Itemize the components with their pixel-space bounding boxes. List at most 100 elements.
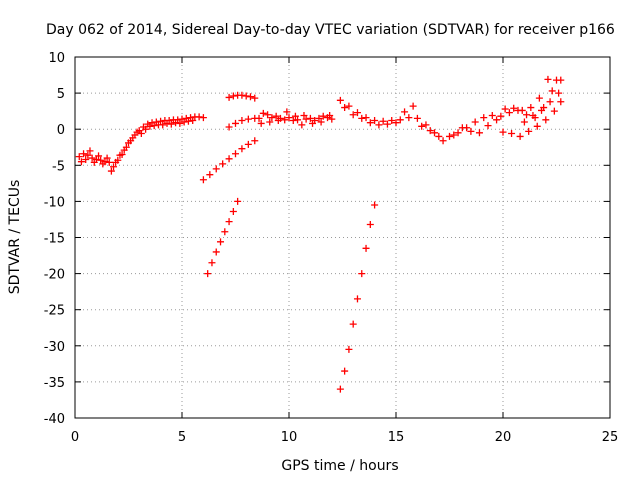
x-tick-label: 15	[388, 430, 405, 445]
data-point	[542, 116, 550, 124]
data-point	[291, 112, 299, 120]
data-point	[208, 259, 216, 267]
data-point	[229, 92, 237, 100]
y-tick-label: -25	[44, 304, 65, 319]
data-point	[251, 137, 259, 145]
data-point	[458, 124, 466, 132]
data-point	[422, 121, 430, 129]
data-point	[405, 114, 413, 122]
data-point	[326, 111, 334, 119]
data-point	[480, 114, 488, 122]
data-point	[345, 102, 353, 110]
data-point	[317, 118, 325, 126]
data-point	[272, 112, 280, 120]
data-point	[358, 114, 366, 122]
data-point	[525, 127, 533, 135]
chart-title: Day 062 of 2014, Sidereal Day-to-day VTE…	[46, 22, 615, 38]
data-point	[204, 270, 212, 278]
data-point	[431, 129, 439, 137]
x-axis-title: GPS time / hours	[281, 458, 398, 474]
data-point	[238, 91, 246, 99]
series-arc-6-spread	[257, 108, 334, 127]
data-point	[163, 119, 171, 127]
data-point	[454, 129, 462, 137]
data-point	[510, 104, 518, 112]
data-point	[379, 117, 387, 125]
y-tick-label: -5	[52, 159, 65, 174]
series-arc-10	[450, 75, 560, 139]
data-point	[110, 163, 118, 171]
series-arc-2	[199, 137, 259, 184]
data-point	[172, 119, 180, 127]
data-point	[225, 93, 233, 101]
x-tick-label: 5	[178, 430, 186, 445]
data-point	[435, 132, 443, 140]
data-point	[349, 111, 357, 119]
data-point	[232, 119, 239, 127]
y-tick-label: -10	[44, 195, 65, 210]
y-tick-label: -30	[44, 340, 65, 355]
data-point	[206, 171, 214, 179]
data-point	[523, 111, 531, 119]
data-point	[362, 244, 370, 252]
data-point	[358, 270, 366, 278]
data-point	[199, 176, 207, 184]
data-point	[336, 385, 344, 393]
data-point	[557, 98, 565, 106]
data-point	[353, 295, 361, 303]
data-point	[199, 114, 207, 122]
data-point	[225, 123, 233, 131]
data-point	[341, 367, 349, 375]
data-point	[383, 120, 391, 128]
data-point	[107, 167, 115, 175]
data-point	[553, 76, 560, 84]
series-arc-8	[336, 96, 447, 145]
data-point	[150, 122, 158, 130]
data-point	[264, 111, 272, 119]
data-point	[86, 147, 94, 155]
data-point	[82, 156, 90, 164]
data-point	[212, 248, 220, 256]
axis-ticks	[74, 56, 611, 419]
y-tick-label: -15	[44, 232, 65, 247]
data-point	[353, 109, 361, 117]
data-point	[371, 117, 379, 125]
data-point	[366, 221, 374, 229]
data-point	[294, 116, 302, 124]
data-point	[345, 345, 353, 353]
data-point	[493, 116, 501, 124]
data-point	[450, 131, 458, 139]
data-point	[259, 109, 267, 117]
series-arc-6	[255, 109, 336, 129]
data-point	[375, 121, 383, 129]
data-point	[467, 127, 475, 135]
data-point	[266, 118, 274, 126]
data-point	[396, 116, 404, 124]
data-point	[426, 127, 434, 135]
data-point	[371, 201, 379, 209]
y-tick-label: 5	[57, 87, 65, 102]
data-point	[225, 155, 233, 163]
data-point	[488, 111, 496, 119]
data-point	[300, 111, 308, 119]
data-point	[212, 165, 220, 173]
y-axis-title: SDTVAR / TECUs	[7, 180, 23, 295]
data-point	[116, 151, 124, 159]
data-point	[157, 117, 165, 125]
grid	[75, 57, 610, 418]
series-arc-5	[225, 114, 259, 131]
series-arc-12	[520, 89, 563, 126]
data-point	[232, 150, 239, 158]
series-arc-4	[225, 91, 259, 102]
data-point	[77, 158, 85, 166]
data-point	[548, 87, 556, 95]
data-point	[446, 132, 453, 140]
data-point	[244, 115, 252, 123]
data-point	[471, 118, 479, 126]
data-point	[518, 106, 526, 114]
data-point	[538, 106, 546, 114]
series-arc-8-spread	[341, 102, 443, 140]
data-point	[475, 129, 483, 137]
data-point	[195, 113, 203, 121]
data-point	[413, 114, 421, 122]
